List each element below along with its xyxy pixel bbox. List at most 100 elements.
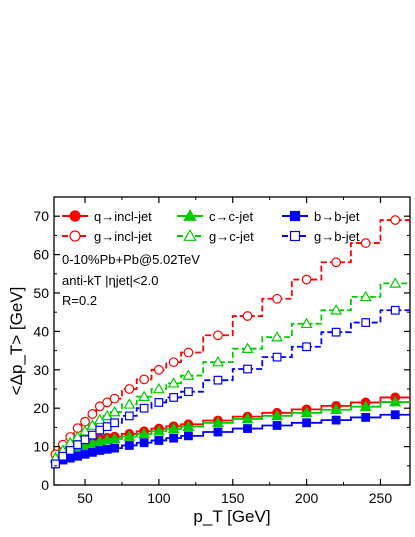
data-point	[211, 416, 224, 428]
data-point	[167, 377, 180, 388]
annotation-text: anti-kT |ηjet|<2.0	[62, 273, 158, 288]
data-point	[154, 398, 164, 407]
data-point	[331, 415, 341, 425]
data-point	[73, 440, 83, 450]
data-point	[390, 305, 400, 315]
data-point	[361, 318, 371, 327]
data-point	[152, 425, 165, 436]
data-point	[330, 403, 343, 415]
data-point	[300, 406, 313, 418]
x-tick-label: 100	[147, 490, 171, 506]
legend-swatch-marker	[289, 210, 301, 222]
legend-label: g→c-jet	[209, 229, 254, 244]
data-point	[58, 451, 68, 461]
data-point	[154, 436, 164, 445]
x-tick-label: 150	[221, 490, 245, 506]
data-point	[108, 405, 121, 417]
data-point	[88, 430, 97, 440]
data-point	[152, 382, 165, 394]
data-point	[123, 430, 136, 441]
legend-swatch-marker	[183, 209, 197, 221]
data-point	[271, 409, 284, 421]
data-point	[153, 364, 164, 375]
data-point	[211, 355, 224, 367]
data-point	[361, 413, 371, 422]
data-point	[110, 443, 119, 453]
series-g→incl-jet	[50, 215, 410, 460]
data-point	[169, 393, 179, 402]
x-tick-label: 250	[369, 490, 393, 506]
data-point	[302, 418, 311, 428]
annotations: 0-10%Pb+Pb@5.02TeV anti-kT |ηjet|<2.0 R=0.…	[62, 252, 200, 308]
data-point	[139, 438, 149, 448]
data-point	[182, 420, 195, 431]
data-point	[182, 369, 195, 380]
y-tick-label: 10	[33, 439, 49, 455]
data-point	[359, 400, 372, 411]
series-g→b-jet	[51, 305, 410, 469]
series-layer	[49, 215, 410, 469]
data-point	[102, 397, 113, 408]
legend-label: c→c-jet	[209, 209, 253, 224]
data-point	[390, 410, 400, 420]
data-point	[102, 444, 112, 454]
data-point	[389, 395, 402, 407]
data-point	[241, 412, 254, 424]
data-point	[139, 374, 150, 385]
data-point	[79, 425, 91, 436]
legend-swatch-marker	[69, 230, 81, 242]
annotation-text: 0-10%Pb+Pb@5.02TeV	[62, 252, 200, 267]
data-point	[94, 401, 105, 412]
data-point	[271, 331, 284, 342]
legend-label: g→b-jet	[314, 229, 360, 244]
data-point	[139, 403, 149, 413]
x-tick-label: 200	[295, 490, 319, 506]
data-point	[272, 352, 282, 362]
data-point	[124, 384, 135, 394]
data-point	[302, 342, 311, 352]
legend-label: b→b-jet	[314, 209, 360, 224]
data-point	[359, 290, 372, 302]
data-point	[51, 459, 60, 469]
data-point	[124, 441, 134, 450]
data-point	[80, 435, 90, 445]
data-point	[95, 446, 105, 455]
data-point	[360, 238, 371, 248]
data-point	[168, 357, 179, 368]
data-point	[272, 293, 282, 304]
data-point	[331, 257, 342, 268]
data-point	[213, 330, 223, 341]
y-tick-label: 30	[33, 362, 49, 378]
axes-layer: 50 100 150 200 250 0 10 20 30 40 50 60 70 p_T [GeV] <Δ…	[7, 197, 410, 526]
data-point	[65, 446, 75, 455]
legend: q→incl-jet c→c-jet b→b-jet g→incl-jet g→c-je…	[62, 209, 360, 244]
legend-entry: g→c-jet	[177, 229, 254, 244]
y-tick-label: 0	[41, 477, 49, 493]
data-point	[109, 393, 120, 404]
data-point	[138, 427, 151, 439]
x-axis-title: p_T [GeV]	[193, 507, 270, 526]
data-point	[88, 447, 97, 457]
data-point	[138, 390, 151, 401]
data-point	[80, 449, 90, 459]
data-point	[73, 451, 83, 461]
legend-entry: c→c-jet	[177, 209, 253, 224]
y-tick-label: 70	[33, 208, 49, 224]
y-axis-title: <Δp_T> [GeV]	[7, 287, 26, 396]
data-point	[95, 425, 105, 435]
data-point	[87, 409, 98, 419]
legend-swatch-marker	[183, 229, 197, 241]
legend-label: q→incl-jet	[94, 209, 152, 224]
legend-swatch-marker	[69, 210, 81, 222]
data-point	[123, 398, 136, 409]
legend-entry: q→incl-jet	[62, 209, 152, 224]
y-tick-label: 50	[33, 285, 49, 301]
data-point	[169, 433, 179, 443]
legend-entry: b→b-jet	[282, 209, 360, 224]
data-point	[65, 453, 75, 463]
y-tick-label: 60	[33, 247, 49, 263]
data-point	[243, 364, 252, 374]
data-point	[331, 327, 341, 337]
data-point	[102, 422, 112, 432]
data-point	[300, 317, 313, 329]
